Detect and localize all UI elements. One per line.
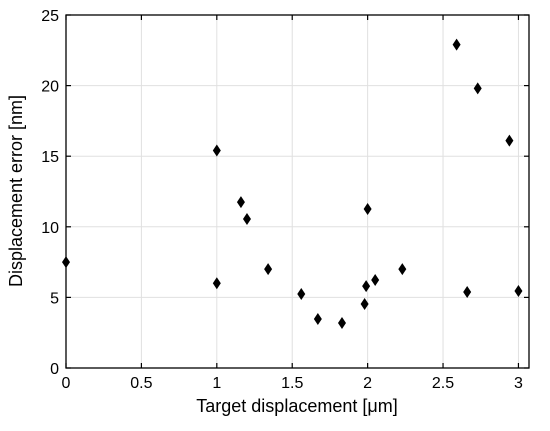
point xyxy=(242,213,251,226)
point xyxy=(236,196,245,209)
point xyxy=(371,274,380,287)
x-tick-label: 0.5 xyxy=(130,375,152,392)
point xyxy=(264,263,273,276)
x-tick-label: 3 xyxy=(514,375,523,392)
plot-frame xyxy=(65,14,530,369)
point xyxy=(514,285,523,298)
y-tick-label: 0 xyxy=(50,361,59,378)
y-axis-label: Displacement error [nm] xyxy=(6,95,26,287)
y-tick-label: 5 xyxy=(50,290,59,307)
point xyxy=(313,313,322,326)
point xyxy=(212,144,221,157)
point xyxy=(463,286,472,299)
y-tick-label: 15 xyxy=(41,149,59,166)
x-tick-label: 0 xyxy=(62,375,71,392)
y-tick-label: 20 xyxy=(41,79,59,96)
point xyxy=(360,298,369,311)
point xyxy=(337,316,346,329)
point xyxy=(505,134,514,147)
x-tick-label: 2.5 xyxy=(432,375,454,392)
point xyxy=(473,82,482,95)
x-tick-label: 2 xyxy=(363,375,372,392)
point xyxy=(398,263,407,276)
point xyxy=(362,280,371,293)
x-tick-label: 1 xyxy=(212,375,221,392)
point xyxy=(363,203,372,216)
point xyxy=(297,288,306,301)
y-tick-label: 25 xyxy=(41,8,59,25)
x-tick-label: 1.5 xyxy=(281,375,303,392)
point xyxy=(62,256,70,269)
x-axis-label: Target displacement [μm] xyxy=(196,396,397,416)
y-tick-label: 10 xyxy=(41,220,59,237)
point xyxy=(212,277,221,290)
point xyxy=(452,38,461,51)
